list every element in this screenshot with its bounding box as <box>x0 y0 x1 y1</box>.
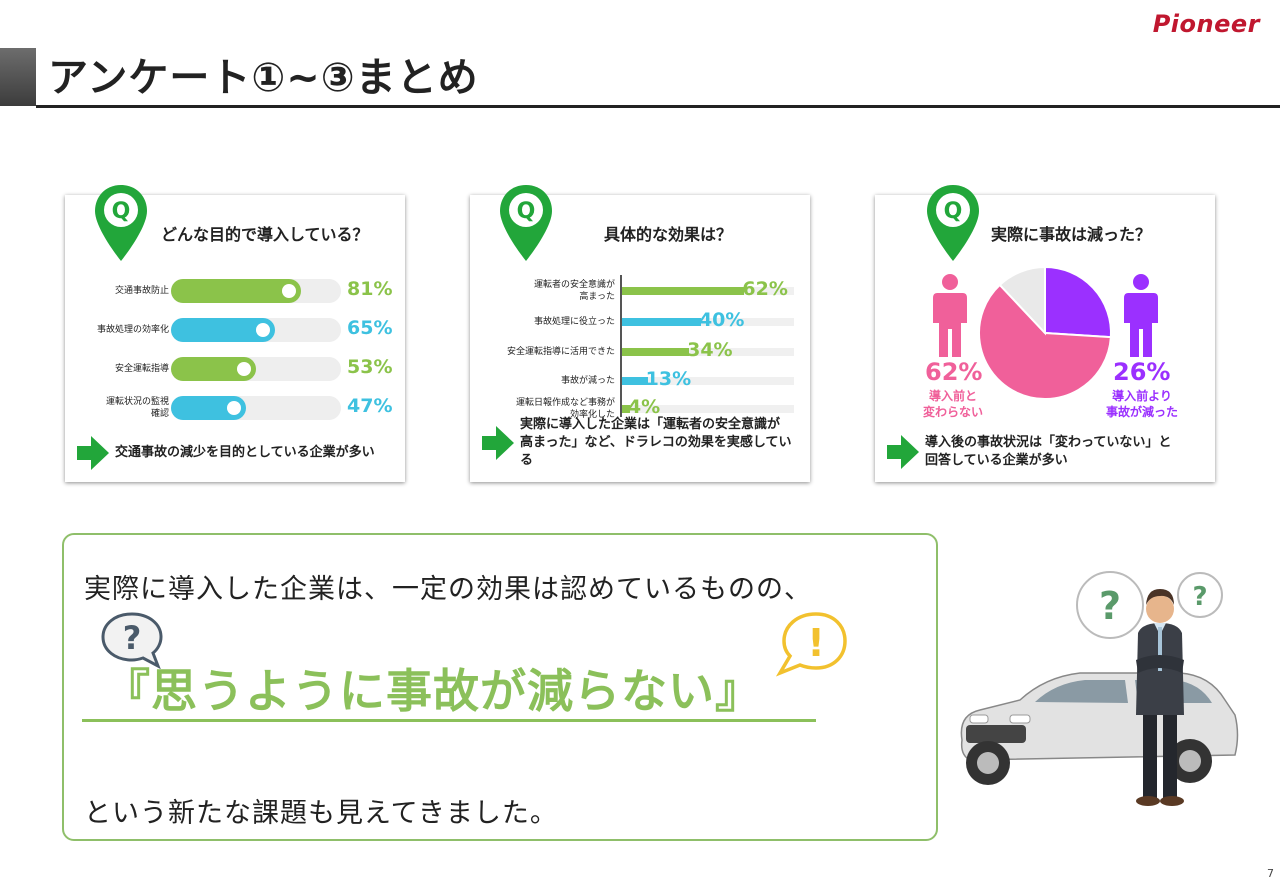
bar-row: 交通事故防止 81% <box>65 277 405 305</box>
bar-fill <box>171 279 301 303</box>
card-footer-text: 実際に導入した企業は「運転者の安全意識が 高まった」など、ドラレコの効果を実感し… <box>520 417 792 468</box>
q-badge: Q <box>944 199 963 224</box>
bar-value: 4% <box>627 396 661 418</box>
bar-track <box>171 357 341 381</box>
bar-fill <box>622 318 701 326</box>
bar-fill <box>622 405 630 413</box>
bar-row: 事故処理の効率化 65% <box>65 316 405 344</box>
exclamation-bubble-icon: ! <box>776 612 847 677</box>
card-footer-text: 導入後の事故状況は「変わっていない」と 回答している企業が多い <box>925 435 1172 468</box>
summary-box: 実際に導入した企業は、一定の効果は認めているものの、 ? ! 『思うように事故が… <box>62 533 938 841</box>
bar-track <box>622 348 794 356</box>
bar-row: 運転日報作成など事務が 効率化した 4% <box>470 395 810 423</box>
arrow-right-icon <box>887 435 919 469</box>
chart-axis <box>620 275 622 417</box>
card-footer: 導入後の事故状況は「変わっていない」と 回答している企業が多い <box>887 434 1207 470</box>
arrow-right-icon <box>482 426 514 460</box>
bar-track <box>622 405 794 413</box>
title-accent-bar <box>0 48 36 106</box>
bar-value: 47% <box>347 395 393 417</box>
bar-knob <box>281 284 296 298</box>
thought-question-mark: ? <box>1192 582 1207 612</box>
bar-track <box>622 287 794 295</box>
page-title: アンケート①~③まとめ <box>48 55 479 101</box>
survey-card-3: Q 実際に事故は減った？ 62% 導入前と 変わらない 26% 導入前より 事故… <box>875 185 1215 482</box>
bar-value: 34% <box>687 339 733 361</box>
bar-label: 事故処理に役立った <box>533 317 615 327</box>
card-question: 具体的な効果は？ <box>604 225 733 244</box>
person-icon <box>1124 274 1158 357</box>
bar-value: 62% <box>742 278 788 300</box>
title-underline <box>36 105 1280 108</box>
pie-chart <box>978 265 1112 400</box>
bar-label: 安全運転指導に活用できた <box>506 347 615 357</box>
q-badge: Q <box>517 199 536 224</box>
bar-row: 安全運転指導 53% <box>65 355 405 383</box>
card-footer: 交通事故の減少を目的としている企業が多い <box>77 436 397 470</box>
bar-knob <box>236 362 251 376</box>
summary-highlight: 『思うように事故が減らない』 <box>104 664 762 718</box>
page-number: 7 <box>1267 867 1274 880</box>
bar-value: 13% <box>645 368 692 390</box>
bar-track <box>171 318 341 342</box>
bar-label: 交通事故防止 <box>114 286 169 296</box>
pie-left-value: 62% <box>925 358 983 386</box>
bar-label: 安全運転指導 <box>114 364 169 374</box>
bar-value: 81% <box>347 278 393 300</box>
thought-bubble <box>1076 571 1144 639</box>
bar-row: 運転状況の監視 確認 47% <box>65 394 405 422</box>
bar-track <box>171 279 341 303</box>
q-pin-icon: Q <box>95 185 147 261</box>
survey-card-1: Q どんな目的で導入している？ 交通事故防止 81% 事故処理の効率化 65% 安全運転… <box>65 185 405 482</box>
bar-row: 事故が減った 13% <box>470 367 810 395</box>
summary-line-3: という新たな課題も見えてきました。 <box>84 798 558 829</box>
bar-fill <box>622 348 690 356</box>
bar-knob <box>227 401 242 415</box>
q-pin-icon: Q <box>927 185 979 261</box>
pie-slice <box>978 283 1112 400</box>
arrow-right-icon <box>77 436 109 470</box>
pie-right-label: 導入前より 事故が減った <box>1105 389 1178 419</box>
pie-left-label: 導入前と 変わらない <box>922 389 983 419</box>
pie-slice <box>1044 265 1112 339</box>
card-question: 実際に事故は減った？ <box>991 225 1152 244</box>
pioneer-logo: Pioneer <box>1152 10 1260 38</box>
bar-row: 事故処理に役立った 40% <box>470 308 810 336</box>
bar-label: 運転状況の監視 確認 <box>105 397 169 419</box>
card-question: どんな目的で導入している？ <box>161 225 369 244</box>
card-footer: 実際に導入した企業は「運転者の安全意識が 高まった」など、ドラレコの効果を実感し… <box>482 416 802 470</box>
bar-fill <box>622 377 648 385</box>
thought-question-mark: ? <box>1099 584 1121 628</box>
bar-label: 運転者の安全意識が 高まった <box>533 280 615 302</box>
bar-track <box>171 396 341 420</box>
survey-card-2: Q 具体的な効果は？ 運転者の安全意識が 高まった 62% 事故処理に役立った 40%… <box>470 185 810 482</box>
bar-value: 65% <box>347 317 393 339</box>
pie-slice <box>998 265 1046 336</box>
bar-fill <box>622 287 745 295</box>
exclamation-mark: ! <box>807 621 824 665</box>
bar-label: 事故が減った <box>560 376 615 386</box>
highlight-underline <box>82 719 816 722</box>
question-bubble-icon: ? <box>101 612 163 669</box>
bar-row: 安全運転指導に活用できた 34% <box>470 338 810 366</box>
thought-bubble <box>1177 572 1223 618</box>
bar-label: 事故処理の効率化 <box>96 325 169 335</box>
summary-line-1: 実際に導入した企業は、一定の効果は認めているものの、 <box>84 574 812 605</box>
bar-track <box>622 318 794 326</box>
bar-value: 40% <box>698 309 745 331</box>
card-footer-text: 交通事故の減少を目的としている企業が多い <box>115 445 375 460</box>
q-badge: Q <box>112 199 131 224</box>
bar-track <box>622 377 794 385</box>
person-icon <box>933 274 967 357</box>
pie-right-value: 26% <box>1113 358 1171 386</box>
bar-knob <box>256 323 270 337</box>
bar-row: 運転者の安全意識が 高まった 62% <box>470 277 810 305</box>
bar-value: 53% <box>347 356 393 378</box>
question-mark: ? <box>123 619 142 657</box>
q-pin-icon: Q <box>500 185 552 261</box>
man-and-car-illustration: ? ? <box>960 571 1239 806</box>
bar-label: 運転日報作成など事務が 効率化した <box>515 398 615 420</box>
